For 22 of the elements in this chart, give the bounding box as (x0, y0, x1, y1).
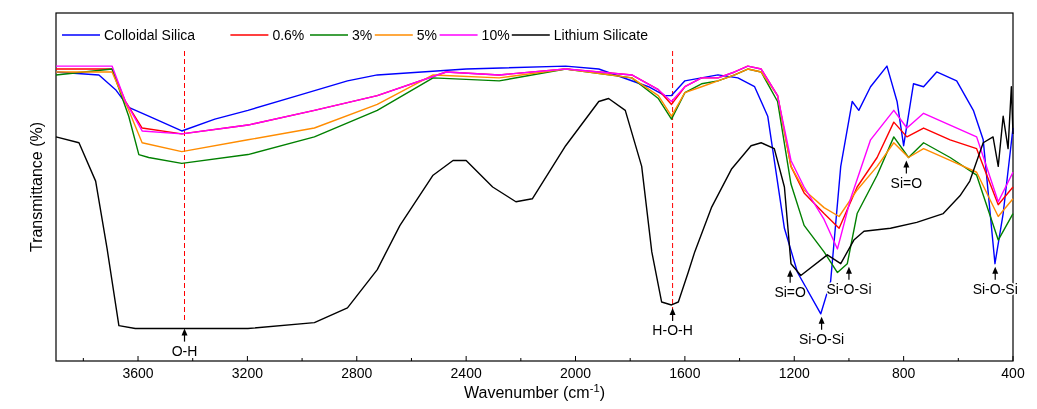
legend-label: 5% (416, 27, 438, 43)
x-tick-label: 3600 (122, 365, 154, 381)
x-tick-label: 1200 (778, 365, 811, 381)
annotation: Si-O-Si (799, 330, 845, 347)
annotation: Si=O (890, 174, 923, 191)
x-tick-label: 800 (891, 365, 916, 381)
legend-label: 3% (352, 27, 373, 43)
legend-label: Lithium Silicate (553, 27, 649, 43)
x-tick-label: 3200 (231, 365, 264, 381)
x-tick-label: 1600 (669, 365, 701, 381)
legend-label: 0.6% (272, 27, 305, 43)
x-tick-label: 2400 (450, 365, 482, 381)
legend-label: Colloidal Silica (104, 27, 196, 43)
legend-label: 10% (481, 27, 510, 43)
annotation: O-H (171, 342, 198, 359)
x-tick-label: 400 (1001, 365, 1025, 381)
annotation: Si=O (774, 283, 807, 300)
x-tick-label: 2000 (559, 365, 592, 381)
y-axis-title: Transmittance (%) (28, 121, 45, 253)
x-tick-label: 2800 (341, 365, 373, 381)
annotation: H-O-H (652, 321, 693, 338)
x-axis-title: Wavenumber (cm$^{-1}$) (464, 382, 605, 401)
